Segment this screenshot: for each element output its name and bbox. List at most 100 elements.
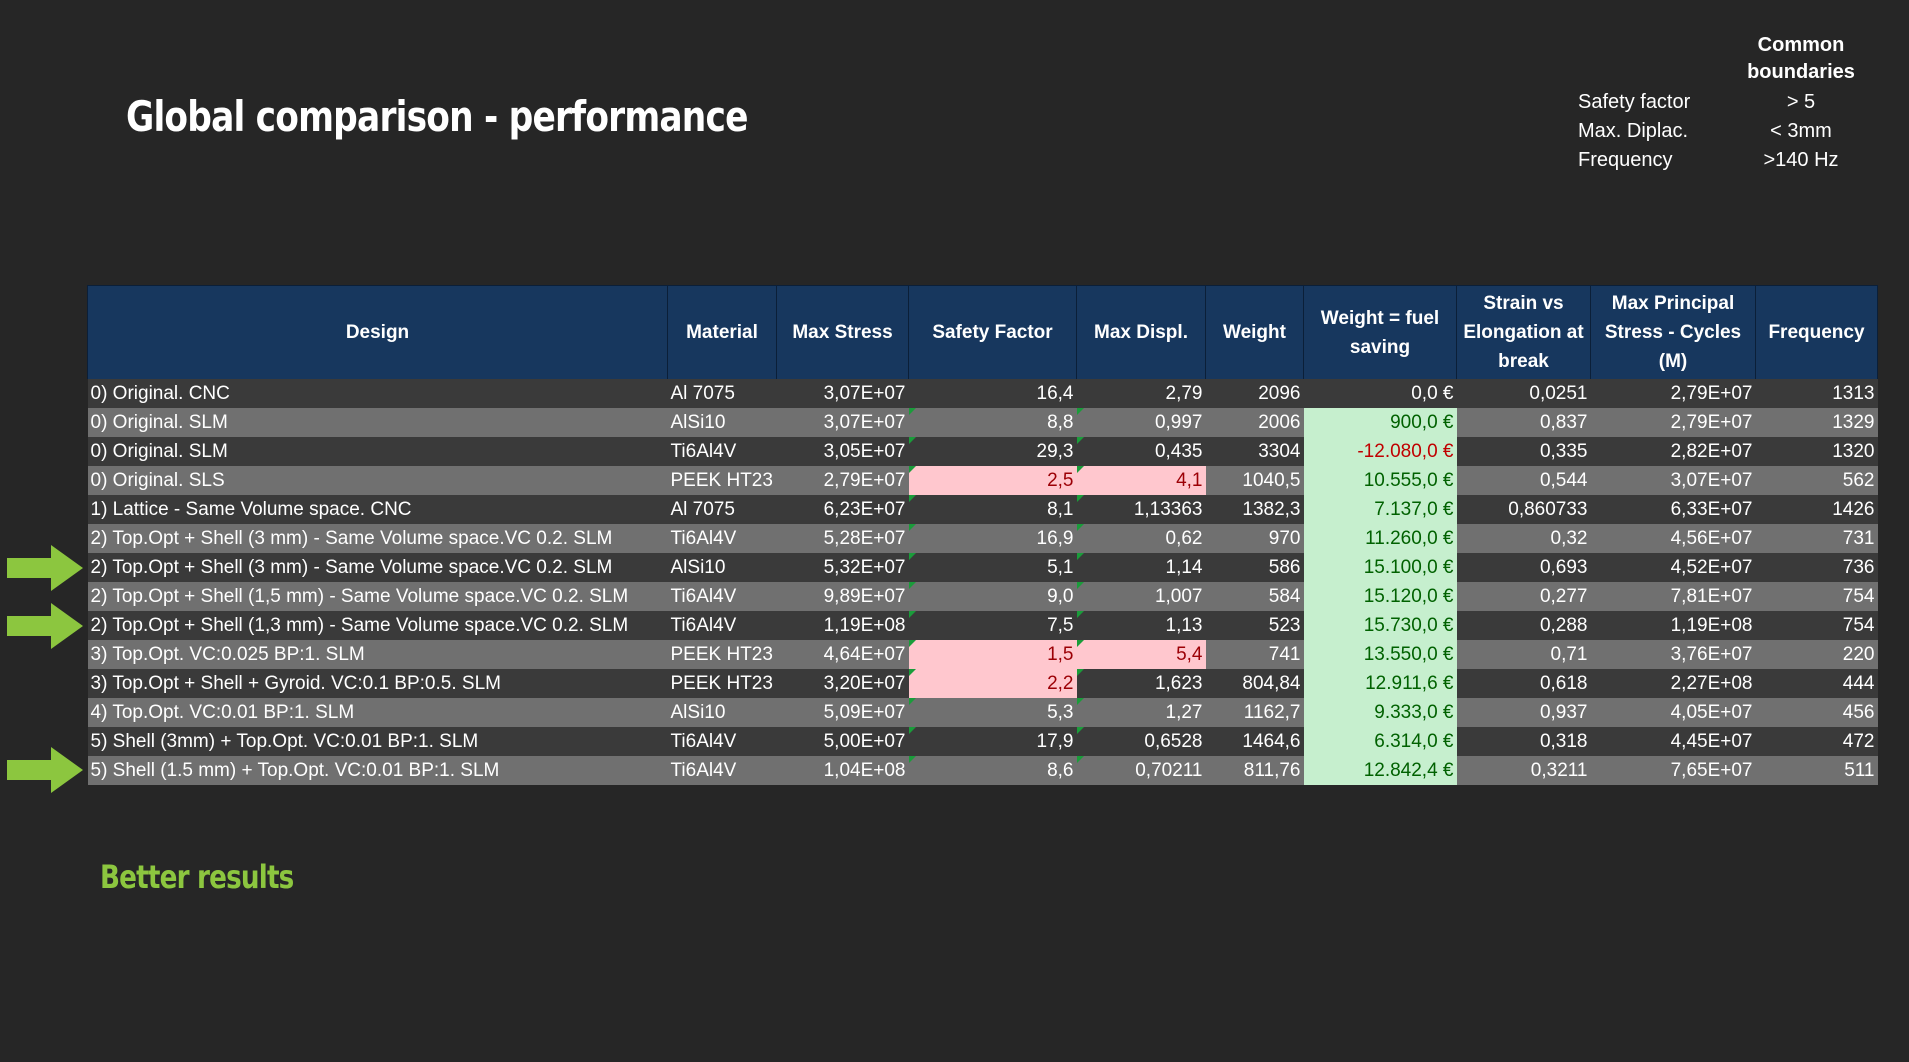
better-results-label: Better results — [100, 858, 294, 896]
table-row: 4) Top.Opt. VC:0.01 BP:1. SLM AlSi10 5,09E… — [87, 698, 1878, 727]
table-cell: 5,28E+07 — [776, 524, 909, 553]
table-cell: 0) Original. SLM — [87, 437, 668, 466]
boundary-label: Max. Diplac. — [1578, 120, 1689, 142]
table-cell: 5,4 — [1076, 640, 1206, 669]
boundary-row-frequency: Frequency >140 Hz — [1578, 146, 1908, 175]
boundary-label: Safety factor — [1578, 91, 1691, 113]
table-cell: 584 — [1205, 582, 1304, 611]
table-cell: 4,05E+07 — [1590, 698, 1756, 727]
cell-marker-icon — [908, 582, 916, 589]
table-cell: 0,837 — [1456, 408, 1591, 437]
table-cell: 4,45E+07 — [1590, 727, 1756, 756]
table-cell: 0,70211 — [1076, 756, 1206, 785]
cell-marker-icon — [1076, 669, 1084, 676]
table-cell: 900,0 € — [1303, 408, 1457, 437]
table-cell: 0,32 — [1456, 524, 1591, 553]
table-cell: AlSi10 — [667, 408, 777, 437]
table-cell: 2,5 — [908, 466, 1077, 495]
table-cell: 5) Shell (3mm) + Top.Opt. VC:0.01 BP:1. … — [87, 727, 668, 756]
table-cell: 2,79E+07 — [1590, 408, 1756, 437]
table-cell: 0) Original. SLM — [87, 408, 668, 437]
table-cell: 1,04E+08 — [776, 756, 909, 785]
column-header: Max Stress — [776, 285, 909, 379]
table-cell: 1) Lattice - Same Volume space. CNC — [87, 495, 668, 524]
cell-marker-icon — [908, 611, 916, 618]
cell-marker-icon — [908, 756, 916, 763]
table-cell: 2,79E+07 — [776, 466, 909, 495]
cell-marker-icon — [908, 669, 916, 676]
table-cell: 804,84 — [1205, 669, 1304, 698]
boundary-label: Frequency — [1578, 149, 1673, 171]
cell-marker-icon — [908, 524, 916, 531]
table-cell: 2) Top.Opt + Shell (1,5 mm) - Same Volum… — [87, 582, 668, 611]
table-cell: 9.333,0 € — [1303, 698, 1457, 727]
table-row: 2) Top.Opt + Shell (3 mm) - Same Volume … — [87, 553, 1878, 582]
table-cell: Ti6Al4V — [667, 756, 777, 785]
table-cell: 15.120,0 € — [1303, 582, 1457, 611]
table-cell: 7,81E+07 — [1590, 582, 1756, 611]
table-cell: 15.100,0 € — [1303, 553, 1457, 582]
table-cell: 0,6528 — [1076, 727, 1206, 756]
table-cell: 754 — [1755, 611, 1878, 640]
column-header: Weight = fuel saving — [1303, 285, 1457, 379]
table-cell: 6.314,0 € — [1303, 727, 1457, 756]
table-cell: 444 — [1755, 669, 1878, 698]
table-cell: 13.550,0 € — [1303, 640, 1457, 669]
table-cell: 15.730,0 € — [1303, 611, 1457, 640]
table-cell: 970 — [1205, 524, 1304, 553]
table-cell: 3,07E+07 — [776, 379, 909, 408]
column-header: Safety Factor — [908, 285, 1077, 379]
cell-marker-icon — [908, 495, 916, 502]
table-cell: 17,9 — [908, 727, 1077, 756]
table-row: 2) Top.Opt + Shell (1,3 mm) - Same Volum… — [87, 611, 1878, 640]
table-cell: 220 — [1755, 640, 1878, 669]
table-cell: 523 — [1205, 611, 1304, 640]
table-cell: 1,13 — [1076, 611, 1206, 640]
column-header: Strain vs Elongation at break — [1456, 285, 1591, 379]
table-cell: 1464,6 — [1205, 727, 1304, 756]
column-header: Material — [667, 285, 777, 379]
table-cell: 731 — [1755, 524, 1878, 553]
table-cell: 3,07E+07 — [776, 408, 909, 437]
arrow-icon — [7, 603, 83, 649]
table-cell: 4) Top.Opt. VC:0.01 BP:1. SLM — [87, 698, 668, 727]
table-cell: 5,00E+07 — [776, 727, 909, 756]
table-cell: AlSi10 — [667, 698, 777, 727]
table-cell: 3304 — [1205, 437, 1304, 466]
table-cell: Al 7075 — [667, 379, 777, 408]
boundary-value: >140 Hz — [1763, 149, 1839, 171]
column-header: Design — [87, 285, 668, 379]
table-cell: 456 — [1755, 698, 1878, 727]
table-cell: 0,62 — [1076, 524, 1206, 553]
table-cell: 1,623 — [1076, 669, 1206, 698]
table-cell: 0,3211 — [1456, 756, 1591, 785]
table-cell: 0,435 — [1076, 437, 1206, 466]
table-cell: PEEK HT23 — [667, 466, 777, 495]
table-row: 0) Original. SLM AlSi10 3,07E+07 8,8 0,997 20… — [87, 408, 1878, 437]
table-cell: 4,1 — [1076, 466, 1206, 495]
cell-marker-icon — [1076, 756, 1084, 763]
table-cell: 11.260,0 € — [1303, 524, 1457, 553]
table-cell: Ti6Al4V — [667, 437, 777, 466]
cell-marker-icon — [1076, 611, 1084, 618]
table-cell: 2,2 — [908, 669, 1077, 698]
table-cell: 6,33E+07 — [1590, 495, 1756, 524]
boundaries-header: Common boundaries — [1747, 34, 1855, 83]
cell-marker-icon — [1076, 524, 1084, 531]
cell-marker-icon — [908, 466, 916, 473]
table-cell: 811,76 — [1205, 756, 1304, 785]
table-cell: 5,09E+07 — [776, 698, 909, 727]
cell-marker-icon — [1076, 495, 1084, 502]
table-cell: 16,4 — [908, 379, 1077, 408]
table-cell: 12.911,6 € — [1303, 669, 1457, 698]
boundary-row-displacement: Max. Diplac. < 3mm — [1578, 117, 1908, 146]
table-cell: 0,618 — [1456, 669, 1591, 698]
table-cell: Ti6Al4V — [667, 524, 777, 553]
cell-marker-icon — [1076, 582, 1084, 589]
table-cell: 29,3 — [908, 437, 1077, 466]
table-cell: 0,693 — [1456, 553, 1591, 582]
table-cell: 3,05E+07 — [776, 437, 909, 466]
table-cell: 0,937 — [1456, 698, 1591, 727]
table-cell: 754 — [1755, 582, 1878, 611]
table-cell: 736 — [1755, 553, 1878, 582]
